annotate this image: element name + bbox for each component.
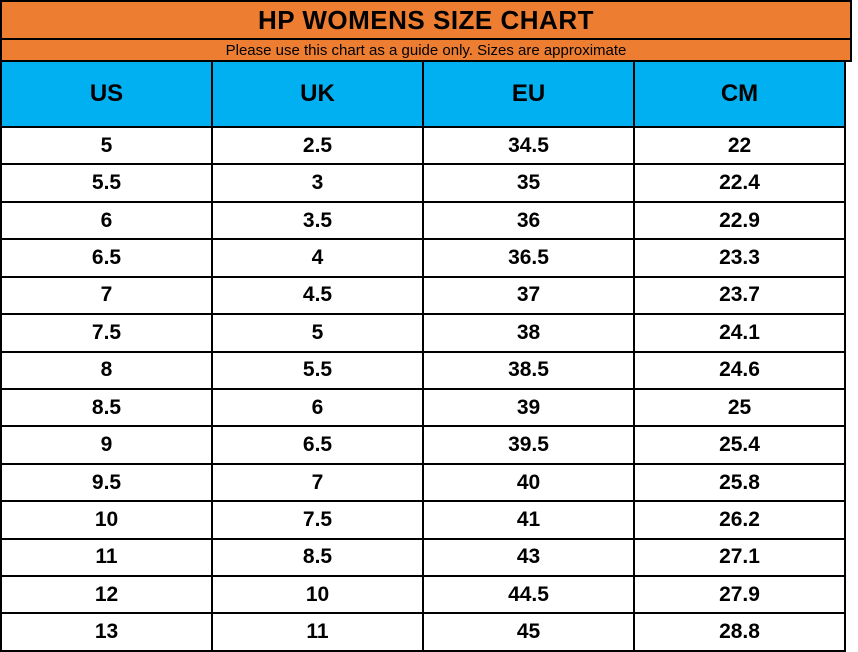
table-row: 8.5 6 39 25	[0, 387, 846, 428]
size-cell-us: 10	[0, 500, 213, 540]
size-cell-uk: 4.5	[211, 275, 424, 316]
size-cell-eu: 39.5	[422, 425, 635, 465]
size-cell-cm: 27.9	[633, 575, 846, 615]
size-cell-cm: 23.3	[633, 238, 846, 278]
table-row: 12 10 44.5 27.9	[0, 575, 846, 615]
table-row: 9.5 7 40 25.8	[0, 462, 846, 503]
size-cell-uk: 6	[211, 387, 424, 428]
size-cell-cm: 24.1	[633, 313, 846, 353]
size-cell-eu: 38	[422, 313, 635, 353]
size-cell-uk: 7	[211, 462, 424, 503]
table-row: 10 7.5 41 26.2	[0, 500, 846, 540]
size-cell-us: 12	[0, 575, 213, 615]
chart-title: HP WOMENS SIZE CHART	[0, 0, 852, 40]
size-cell-us: 11	[0, 537, 213, 578]
size-cell-cm: 23.7	[633, 275, 846, 316]
size-cell-uk: 10	[211, 575, 424, 615]
size-cell-us: 5	[0, 125, 213, 166]
size-cell-uk: 4	[211, 238, 424, 278]
size-cell-us: 9	[0, 425, 213, 465]
size-cell-us: 13	[0, 612, 213, 652]
size-cell-uk: 8.5	[211, 537, 424, 578]
size-table: US UK EU CM 5 2.5 34.5 22 5.5 3 35 22.4 6 3.5 36 22.9 6…	[0, 60, 846, 652]
size-cell-uk: 3	[211, 163, 424, 203]
size-cell-uk: 5	[211, 313, 424, 353]
column-header-eu: EU	[422, 60, 635, 128]
size-cell-cm: 25.4	[633, 425, 846, 465]
size-cell-cm: 22	[633, 125, 846, 166]
size-cell-uk: 7.5	[211, 500, 424, 540]
size-cell-us: 8.5	[0, 387, 213, 428]
column-header-uk: UK	[211, 60, 424, 128]
table-row: 5.5 3 35 22.4	[0, 163, 846, 203]
size-cell-uk: 3.5	[211, 200, 424, 241]
size-cell-uk: 11	[211, 612, 424, 652]
table-row: 7.5 5 38 24.1	[0, 313, 846, 353]
size-cell-cm: 22.9	[633, 200, 846, 241]
size-cell-eu: 41	[422, 500, 635, 540]
size-cell-eu: 35	[422, 163, 635, 203]
size-cell-us: 7	[0, 275, 213, 316]
size-cell-eu: 37	[422, 275, 635, 316]
table-row: 7 4.5 37 23.7	[0, 275, 846, 316]
size-cell-eu: 36	[422, 200, 635, 241]
table-row: 6.5 4 36.5 23.3	[0, 238, 846, 278]
size-cell-eu: 44.5	[422, 575, 635, 615]
table-row: 13 11 45 28.8	[0, 612, 846, 652]
size-cell-us: 8	[0, 350, 213, 390]
table-row: 6 3.5 36 22.9	[0, 200, 846, 241]
size-cell-us: 6.5	[0, 238, 213, 278]
size-cell-us: 7.5	[0, 313, 213, 353]
size-cell-eu: 34.5	[422, 125, 635, 166]
size-cell-eu: 45	[422, 612, 635, 652]
size-cell-eu: 38.5	[422, 350, 635, 390]
size-cell-cm: 25	[633, 387, 846, 428]
size-cell-cm: 26.2	[633, 500, 846, 540]
size-cell-uk: 5.5	[211, 350, 424, 390]
size-cell-cm: 22.4	[633, 163, 846, 203]
size-cell-us: 5.5	[0, 163, 213, 203]
size-cell-eu: 39	[422, 387, 635, 428]
table-row: 9 6.5 39.5 25.4	[0, 425, 846, 465]
size-cell-uk: 6.5	[211, 425, 424, 465]
size-cell-us: 9.5	[0, 462, 213, 503]
size-cell-cm: 24.6	[633, 350, 846, 390]
size-cell-eu: 40	[422, 462, 635, 503]
size-cell-cm: 28.8	[633, 612, 846, 652]
column-header-row: US UK EU CM	[0, 60, 846, 128]
table-row: 5 2.5 34.5 22	[0, 125, 846, 166]
size-cell-eu: 36.5	[422, 238, 635, 278]
size-cell-uk: 2.5	[211, 125, 424, 166]
table-row: 8 5.5 38.5 24.6	[0, 350, 846, 390]
size-cell-us: 6	[0, 200, 213, 241]
column-header-cm: CM	[633, 60, 846, 128]
size-cell-eu: 43	[422, 537, 635, 578]
size-cell-cm: 27.1	[633, 537, 846, 578]
table-row: 11 8.5 43 27.1	[0, 537, 846, 578]
column-header-us: US	[0, 60, 213, 128]
size-cell-cm: 25.8	[633, 462, 846, 503]
chart-subtitle: Please use this chart as a guide only. S…	[0, 38, 852, 62]
